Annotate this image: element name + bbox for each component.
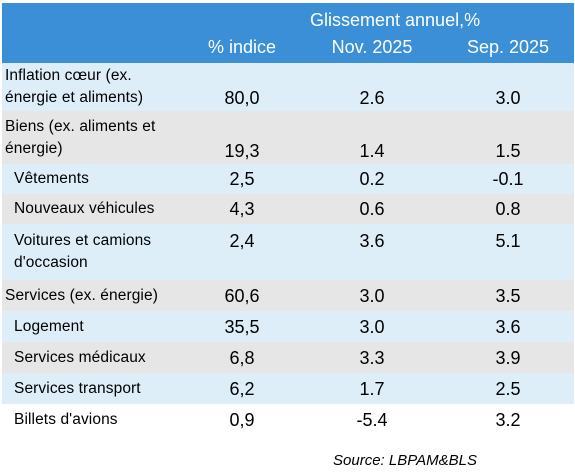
row-label: Inflation cœur (ex. énergie et aliments) (2, 63, 182, 111)
source-note: Source: LBPAM&BLS (333, 452, 477, 469)
header-sep: Sep. 2025 (442, 31, 574, 63)
row-label: Nouveaux véhicules (2, 194, 182, 224)
header-row-columns: % indice Nov. 2025 Sep. 2025 (2, 31, 574, 63)
table-row: Voitures et camions d'occasion 2,4 3.6 5… (2, 224, 574, 280)
row-sep: 3.6 (442, 311, 574, 342)
row-index: 80,0 (182, 63, 302, 111)
row-nov: 3.3 (302, 342, 442, 373)
header-empty-cell (2, 3, 182, 31)
row-index: 4,3 (182, 194, 302, 224)
row-label: Services (ex. énergie) (2, 280, 182, 311)
table-row: Billets d'avions 0,9 -5.4 3.2 (2, 404, 574, 435)
row-nov: 0.2 (302, 164, 442, 194)
table-row: Services (ex. énergie) 60,6 3.0 3.5 (2, 280, 574, 311)
row-nov: 3.0 (302, 280, 442, 311)
row-index: 19,3 (182, 111, 302, 164)
row-label: Biens (ex. aliments et énergie) (2, 111, 182, 164)
row-index: 35,5 (182, 311, 302, 342)
row-label: Services médicaux (2, 342, 182, 373)
row-label: Vêtements (2, 164, 182, 194)
header-group-label: Glissement annuel,% (302, 3, 574, 31)
row-index: 2,4 (182, 224, 302, 280)
row-nov: 2.6 (302, 63, 442, 111)
row-label: Voitures et camions d'occasion (2, 224, 182, 280)
row-label: Services transport (2, 373, 182, 404)
inflation-table: Glissement annuel,% % indice Nov. 2025 S… (2, 3, 574, 435)
row-sep: -0.1 (442, 164, 574, 194)
row-nov: 1.4 (302, 111, 442, 164)
row-index: 0,9 (182, 404, 302, 435)
row-label: Logement (2, 311, 182, 342)
row-sep: 1.5 (442, 111, 574, 164)
row-sep: 0.8 (442, 194, 574, 224)
row-nov: 1.7 (302, 373, 442, 404)
table-row: Vêtements 2,5 0.2 -0.1 (2, 164, 574, 194)
header-index: % indice (182, 31, 302, 63)
header-row-group: Glissement annuel,% (2, 3, 574, 31)
row-nov: 0.6 (302, 194, 442, 224)
row-label: Billets d'avions (2, 404, 182, 435)
row-nov: -5.4 (302, 404, 442, 435)
table-row: Services médicaux 6,8 3.3 3.9 (2, 342, 574, 373)
row-nov: 3.6 (302, 224, 442, 280)
row-sep: 3.2 (442, 404, 574, 435)
header-empty-cell (182, 3, 302, 31)
table-row: Logement 35,5 3.0 3.6 (2, 311, 574, 342)
row-sep: 3.5 (442, 280, 574, 311)
row-index: 2,5 (182, 164, 302, 194)
table-row: Inflation cœur (ex. énergie et aliments)… (2, 63, 574, 111)
table-row: Nouveaux véhicules 4,3 0.6 0.8 (2, 194, 574, 224)
header-nov: Nov. 2025 (302, 31, 442, 63)
row-index: 60,6 (182, 280, 302, 311)
row-nov: 3.0 (302, 311, 442, 342)
row-index: 6,8 (182, 342, 302, 373)
header-empty-cell (2, 31, 182, 63)
table-row: Services transport 6,2 1.7 2.5 (2, 373, 574, 404)
row-sep: 3.0 (442, 63, 574, 111)
row-sep: 2.5 (442, 373, 574, 404)
row-index: 6,2 (182, 373, 302, 404)
table-row: Biens (ex. aliments et énergie) 19,3 1.4… (2, 111, 574, 164)
row-sep: 3.9 (442, 342, 574, 373)
row-sep: 5.1 (442, 224, 574, 280)
